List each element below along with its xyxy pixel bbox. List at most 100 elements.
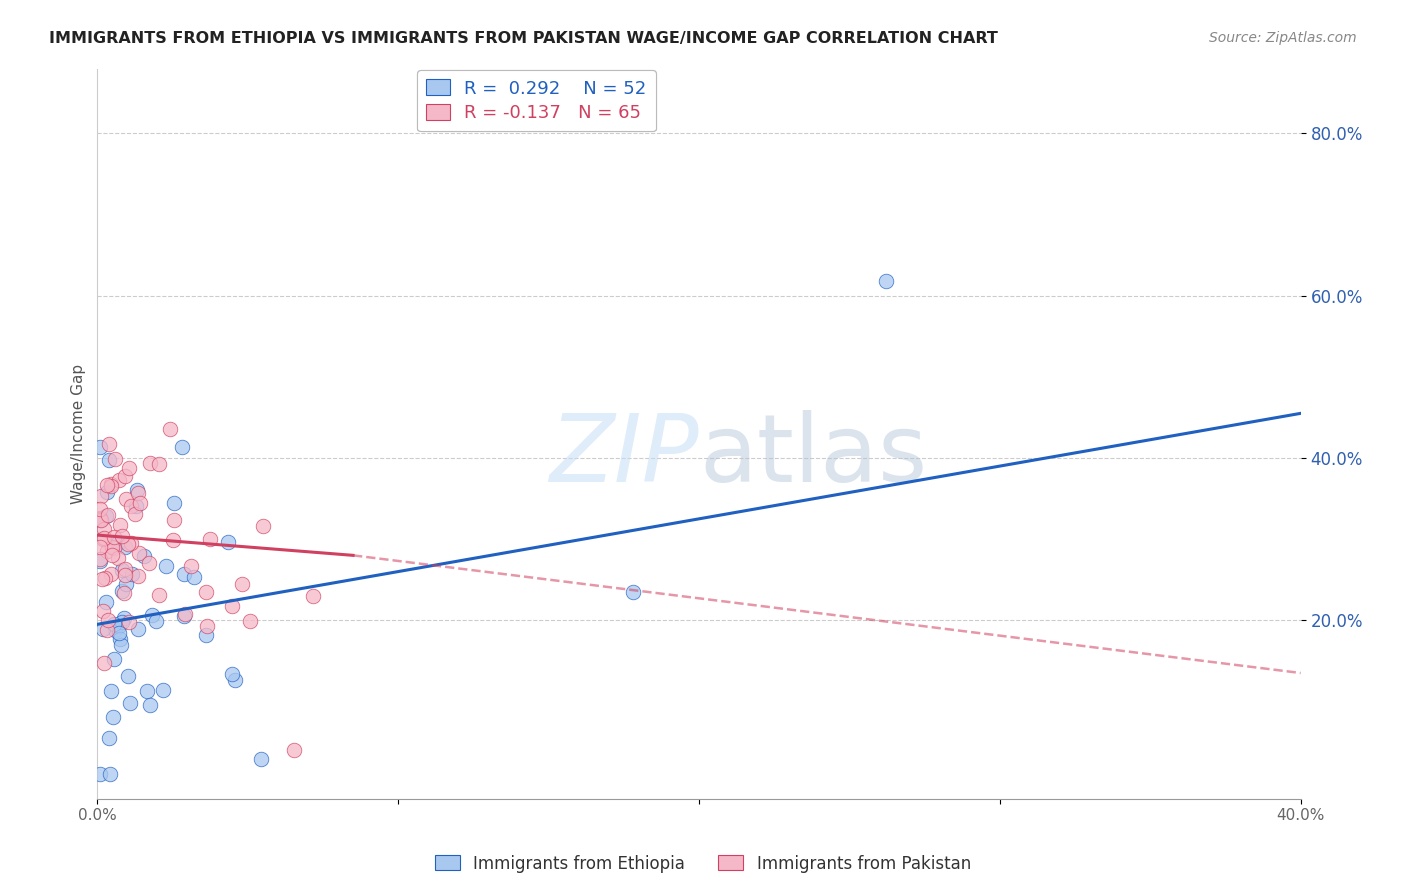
Point [89, 551, 111, 566]
Point [111, 615, 134, 630]
Point [91, 622, 114, 636]
Point [231, 577, 253, 591]
Point [114, 492, 136, 507]
Point [875, 274, 897, 288]
Point [114, 541, 136, 555]
Point [108, 619, 131, 633]
Point [96, 543, 118, 558]
Point [221, 667, 243, 681]
Point [170, 440, 193, 454]
Point [94, 508, 117, 523]
Point [163, 513, 186, 527]
Point [103, 652, 125, 666]
Point [101, 549, 124, 563]
Point [89, 501, 111, 516]
Point [98, 731, 121, 746]
Text: ZIP: ZIP [550, 410, 699, 501]
Point [121, 566, 143, 581]
Text: Source: ZipAtlas.com: Source: ZipAtlas.com [1209, 31, 1357, 45]
Point [127, 568, 149, 582]
Point [111, 584, 134, 599]
Point [107, 536, 129, 550]
Point [100, 540, 122, 554]
Point [138, 556, 160, 570]
Point [125, 500, 148, 514]
Point [136, 684, 159, 698]
Point [114, 568, 136, 582]
Point [173, 608, 195, 623]
Point [89, 510, 111, 524]
Point [97, 437, 120, 451]
Point [239, 615, 262, 629]
Point [104, 452, 127, 467]
Point [97, 614, 120, 628]
Point [108, 626, 131, 640]
Point [180, 558, 202, 573]
Point [200, 532, 222, 546]
Point [250, 752, 273, 766]
Point [148, 458, 170, 472]
Point [89, 554, 111, 568]
Point [120, 500, 142, 514]
Point [129, 496, 152, 510]
Legend: R =  0.292    N = 52, R = -0.137   N = 65: R = 0.292 N = 52, R = -0.137 N = 65 [418, 70, 655, 131]
Point [283, 743, 305, 757]
Point [98, 767, 121, 781]
Point [96, 478, 118, 492]
Point [93, 604, 115, 618]
Point [120, 696, 142, 710]
Text: IMMIGRANTS FROM ETHIOPIA VS IMMIGRANTS FROM PAKISTAN WAGE/INCOME GAP CORRELATION: IMMIGRANTS FROM ETHIOPIA VS IMMIGRANTS F… [49, 31, 998, 46]
Point [103, 617, 125, 632]
Point [96, 623, 118, 637]
Point [108, 474, 131, 488]
Point [162, 533, 184, 547]
Point [224, 673, 246, 688]
Point [183, 569, 205, 583]
Point [103, 541, 125, 556]
Point [163, 496, 186, 510]
Point [89, 440, 111, 454]
Point [155, 558, 177, 573]
Point [221, 599, 243, 613]
Text: atlas: atlas [699, 409, 927, 501]
Point [110, 638, 132, 652]
Point [93, 656, 115, 670]
Point [104, 624, 127, 638]
Point [127, 486, 149, 500]
Point [139, 457, 162, 471]
Point [114, 562, 136, 576]
Point [89, 512, 111, 526]
Point [97, 453, 120, 467]
Point [114, 586, 136, 600]
Legend: Immigrants from Ethiopia, Immigrants from Pakistan: Immigrants from Ethiopia, Immigrants fro… [429, 848, 977, 880]
Point [159, 422, 181, 436]
Y-axis label: Wage/Income Gap: Wage/Income Gap [72, 364, 86, 504]
Point [148, 588, 170, 602]
Point [112, 611, 135, 625]
Point [89, 540, 111, 554]
Point [100, 684, 122, 698]
Point [127, 622, 149, 636]
Point [120, 535, 142, 549]
Point [114, 469, 136, 483]
Point [252, 519, 274, 533]
Point [103, 530, 125, 544]
Point [100, 479, 122, 493]
Point [195, 619, 218, 633]
Point [108, 632, 131, 647]
Point [89, 767, 111, 781]
Point [132, 549, 155, 563]
Point [96, 485, 118, 500]
Point [91, 572, 114, 586]
Point [111, 529, 134, 543]
Point [94, 571, 117, 585]
Point [139, 698, 162, 712]
Point [127, 483, 149, 497]
Point [117, 537, 139, 551]
Point [141, 607, 163, 622]
Point [101, 709, 124, 723]
Point [93, 531, 115, 545]
Point [91, 532, 114, 546]
Point [621, 585, 644, 599]
Point [117, 669, 139, 683]
